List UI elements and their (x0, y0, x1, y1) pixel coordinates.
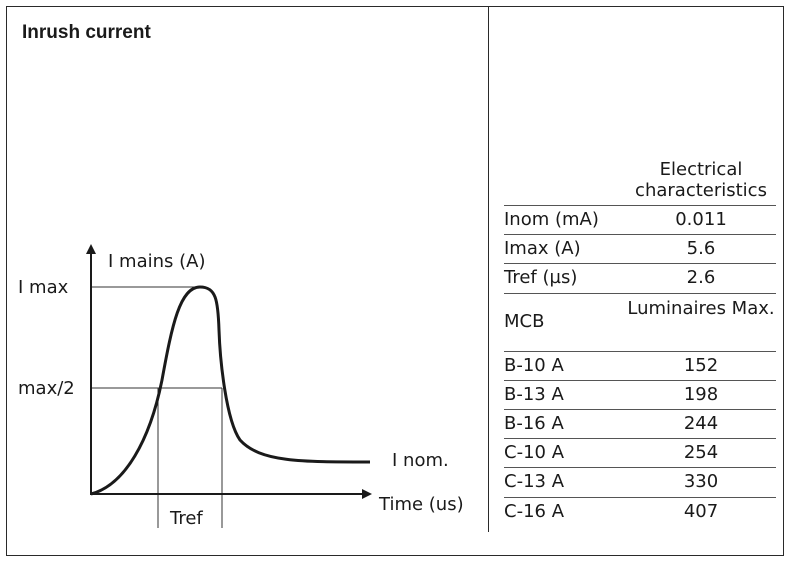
table-row: B-13 A 198 (504, 379, 776, 409)
imax-label: I max (18, 277, 69, 298)
table-row: Tref (µs) 2.6 (504, 263, 776, 292)
row-value: 2.6 (686, 267, 716, 289)
row-label: C-13 A (504, 471, 565, 493)
x-axis-label: Time (us) (378, 494, 464, 515)
row-value: 198 (683, 383, 719, 405)
row-label: B-16 A (504, 412, 564, 434)
row-label: Tref (µs) (504, 267, 578, 289)
mcb-header-row: MCB Luminaires Max. (504, 292, 776, 351)
row-value: 407 (683, 500, 719, 522)
inrush-curve (90, 285, 371, 496)
row-label: B-10 A (504, 354, 564, 376)
row-label: B-13 A (504, 383, 564, 405)
inrush-current-diagram: I mains (A) I max max/2 I nom. Time (us)… (18, 244, 464, 529)
tref-label: Tref (169, 508, 203, 529)
page-title: Inrush current (22, 22, 151, 43)
row-value: 244 (683, 412, 719, 434)
row-label: Inom (mA) (504, 209, 599, 230)
figure-frame (6, 6, 784, 556)
row-value: 152 (683, 354, 719, 376)
row-value: 5.6 (686, 238, 716, 260)
row-value: 330 (683, 471, 719, 493)
y-axis-label: I mains (A) (108, 251, 205, 272)
table-row: B-16 A 244 (504, 408, 776, 438)
table-row: C-16 A 407 (504, 496, 776, 526)
luminaires-max-header: Luminaires Max. (627, 297, 775, 319)
inom-label: I nom. (392, 450, 449, 471)
row-label: Imax (A) (504, 238, 581, 260)
table-header-label: Electrical characteristics (635, 159, 767, 201)
table-header: Electrical characteristics (504, 157, 776, 205)
table-row: Inom (mA) 0.011 (504, 205, 776, 234)
half-max-label: max/2 (18, 378, 75, 399)
table-row: Imax (A) 5.6 (504, 234, 776, 263)
table-row: C-10 A 254 (504, 438, 776, 467)
row-value: 254 (683, 442, 719, 464)
row-label: C-10 A (504, 442, 565, 464)
mcb-label: MCB (504, 310, 545, 332)
row-value: 0.011 (675, 209, 727, 230)
row-label: C-16 A (504, 500, 565, 522)
table-row: C-13 A 330 (504, 467, 776, 496)
table-row: B-10 A 152 (504, 350, 776, 380)
electrical-characteristics-table: Electrical characteristics Inom (mA) 0.0… (504, 157, 776, 526)
column-divider (488, 6, 489, 532)
